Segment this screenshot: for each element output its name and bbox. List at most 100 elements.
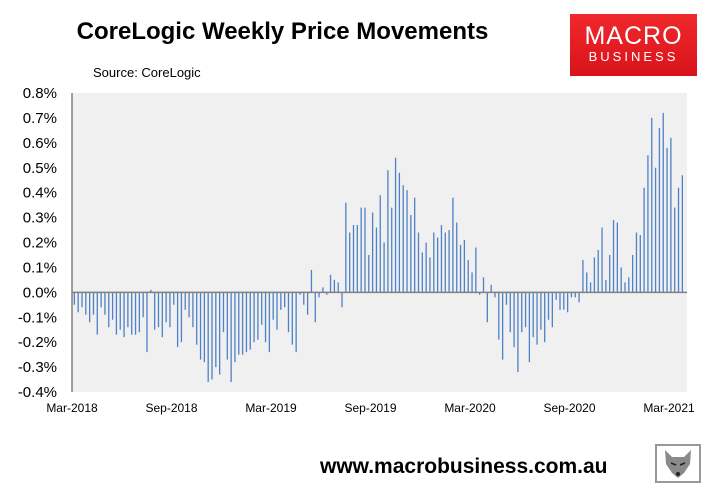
bar: [211, 292, 213, 380]
bar: [245, 292, 248, 353]
bar: [540, 292, 542, 330]
bar: [639, 235, 641, 293]
bars-group: [73, 112, 683, 383]
bar: [444, 232, 446, 293]
bar: [494, 292, 496, 298]
bar: [299, 292, 301, 295]
bar: [142, 292, 144, 318]
bar: [456, 222, 458, 293]
bar: [433, 232, 435, 293]
bar: [532, 292, 534, 338]
bar: [513, 292, 515, 348]
x-tick-label: Mar-2018: [46, 401, 98, 415]
bar: [536, 292, 538, 345]
bar: [226, 292, 228, 360]
bar: [375, 227, 378, 293]
bar: [509, 292, 511, 333]
bar: [230, 292, 232, 383]
bar: [471, 272, 473, 293]
y-tick-label: 0.8%: [23, 85, 57, 102]
bar: [349, 232, 351, 293]
bar: [257, 292, 259, 340]
bar: [616, 222, 618, 293]
bar: [81, 292, 83, 308]
bar: [570, 292, 573, 298]
bar: [280, 292, 282, 310]
bar: [203, 292, 206, 363]
bar: [356, 225, 358, 293]
bar: [85, 292, 87, 315]
bar: [391, 207, 393, 293]
bar: [284, 292, 286, 308]
bar: [165, 292, 167, 323]
bar: [238, 292, 240, 355]
bar: [398, 172, 401, 293]
bar: [410, 215, 412, 293]
x-tick-label: Sep-2019: [344, 401, 396, 415]
bar: [127, 292, 129, 328]
bar: [547, 292, 550, 320]
bar: [314, 292, 316, 323]
footer-url: www.macrobusiness.com.au: [320, 455, 608, 478]
logo-line-1: MACRO: [584, 22, 683, 50]
bar: [452, 197, 454, 293]
bar: [383, 242, 385, 293]
bar: [498, 292, 500, 340]
bar: [345, 202, 347, 293]
bar: [276, 292, 278, 330]
bar: [677, 187, 680, 293]
bar: [501, 292, 504, 360]
bar: [582, 259, 584, 293]
bar: [188, 292, 190, 318]
bar: [440, 225, 443, 293]
bar: [578, 292, 580, 303]
bar: [249, 292, 251, 350]
bar: [364, 207, 366, 293]
bar: [459, 244, 462, 293]
bar: [100, 292, 102, 308]
bar: [379, 195, 381, 293]
bar: [326, 292, 328, 295]
bar: [176, 292, 179, 348]
bar: [417, 232, 420, 293]
bar: [234, 292, 236, 363]
x-tick-label: Mar-2021: [643, 401, 695, 415]
bar: [402, 185, 404, 293]
y-tick-label: 0.6%: [23, 135, 57, 152]
bar: [674, 207, 676, 293]
bar: [134, 292, 137, 335]
y-tick-labels: 0.8% 0.7% 0.6% 0.5% 0.4% 0.3% 0.2% 0.1% 0.0% -0.1…: [18, 85, 57, 401]
bar: [291, 292, 293, 345]
bar: [486, 292, 488, 323]
bar: [371, 212, 374, 293]
y-tick-label: -0.1%: [18, 309, 57, 326]
bar: [272, 292, 274, 320]
bar: [597, 249, 599, 293]
bar: [421, 252, 423, 293]
bar: [268, 292, 271, 353]
bar: [219, 292, 221, 375]
bar: [264, 292, 267, 343]
bar: [73, 292, 75, 305]
bar: [169, 292, 171, 328]
bar: [287, 292, 290, 333]
bar: [368, 254, 370, 293]
bar: [521, 292, 523, 333]
y-tick-label: 0.2%: [23, 235, 57, 252]
bar: [654, 167, 657, 293]
bar: [341, 292, 343, 308]
bar: [207, 292, 209, 383]
bar: [222, 292, 225, 333]
bar: [123, 292, 125, 338]
bar: [77, 292, 79, 313]
y-tick-label: -0.4%: [18, 384, 57, 401]
bar: [414, 197, 416, 293]
bar: [624, 282, 626, 293]
bar: [104, 292, 106, 315]
bar: [322, 287, 324, 293]
bar: [131, 292, 133, 335]
bar: [406, 190, 408, 293]
bar: [620, 267, 622, 293]
bar: [647, 155, 649, 293]
